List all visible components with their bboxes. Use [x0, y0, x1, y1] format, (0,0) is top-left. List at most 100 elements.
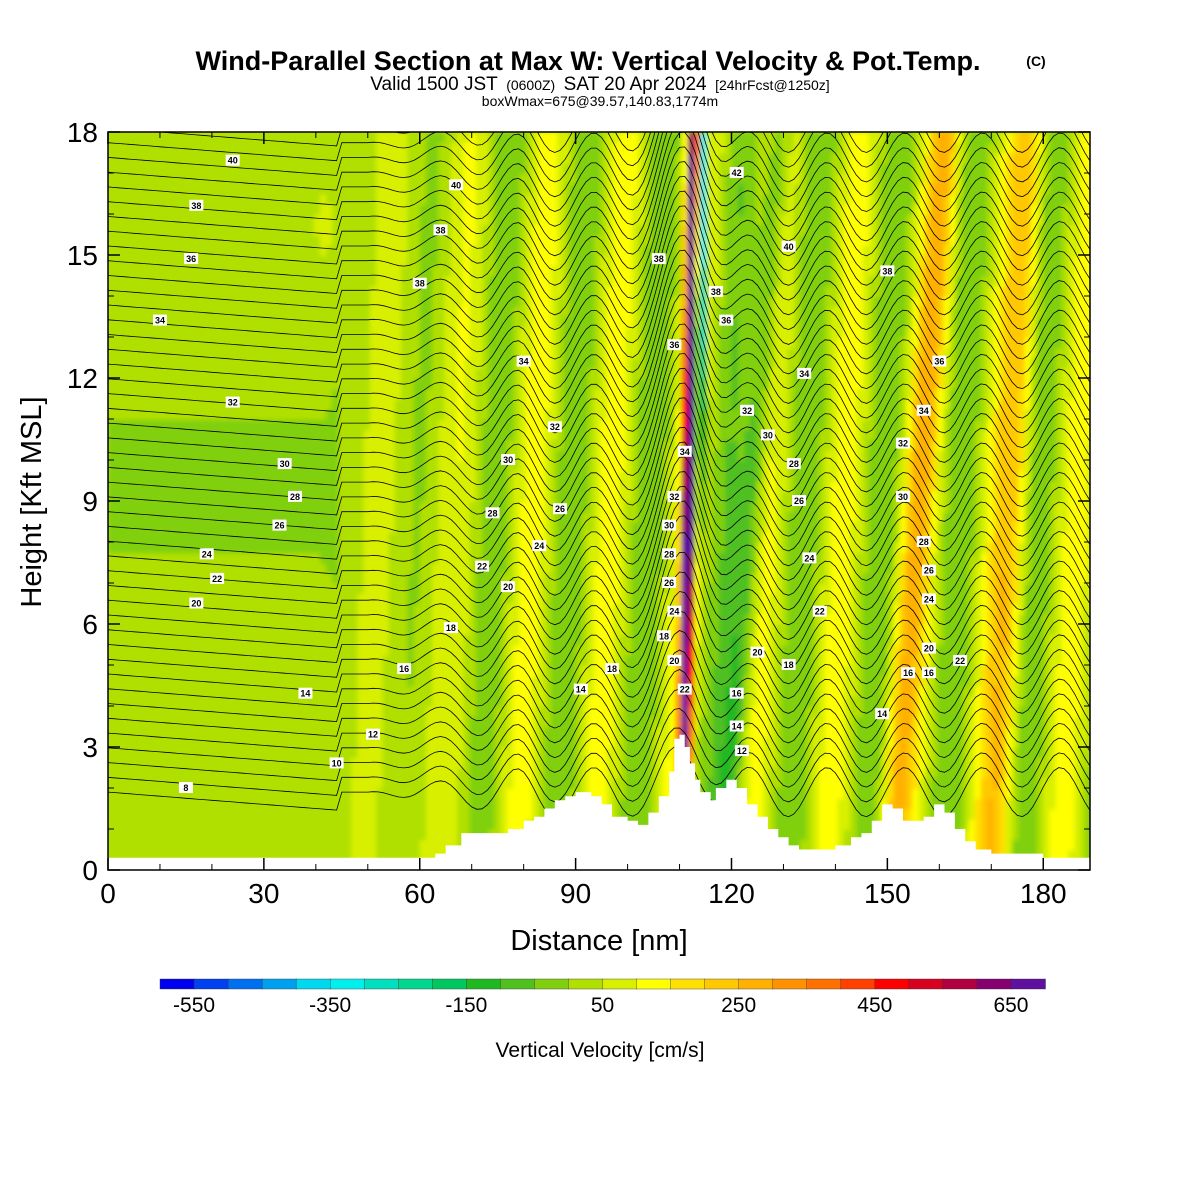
velocity-cell — [307, 388, 315, 400]
velocity-cell — [500, 808, 509, 820]
velocity-cell — [139, 829, 147, 841]
velocity-cell — [319, 460, 328, 472]
velocity-cell — [288, 460, 297, 472]
velocity-cell — [332, 644, 340, 656]
velocity-cell — [189, 726, 197, 738]
velocity-cell — [213, 706, 222, 718]
velocity-cell — [401, 521, 409, 533]
velocity-cell — [213, 552, 222, 564]
velocity-cell — [507, 347, 515, 359]
velocity-cell — [232, 214, 240, 226]
velocity-cell — [139, 326, 147, 338]
velocity-cell — [363, 244, 371, 256]
velocity-cell — [494, 408, 502, 420]
velocity-cell — [525, 306, 533, 318]
velocity-cell — [482, 152, 490, 164]
velocity-cell — [407, 460, 415, 472]
velocity-cell — [500, 367, 509, 379]
velocity-cell — [344, 183, 353, 195]
velocity-cell — [432, 501, 440, 513]
velocity-cell — [232, 490, 240, 502]
velocity-cell — [507, 306, 515, 318]
velocity-cell — [245, 234, 253, 246]
velocity-cell — [195, 234, 203, 246]
velocity-cell — [376, 808, 384, 820]
velocity-cell — [488, 275, 496, 287]
velocity-cell — [213, 726, 222, 738]
velocity-cell — [519, 306, 527, 318]
velocity-cell — [232, 531, 240, 543]
velocity-cell — [413, 480, 421, 492]
velocity-cell — [363, 706, 371, 718]
velocity-cell — [220, 706, 228, 718]
velocity-cell — [245, 142, 253, 154]
velocity-cell — [469, 347, 477, 359]
velocity-cell — [388, 470, 396, 482]
velocity-cell — [519, 552, 527, 564]
velocity-cell — [313, 644, 321, 656]
velocity-cell — [382, 367, 390, 379]
velocity-cell — [475, 326, 484, 338]
velocity-cell — [319, 757, 328, 769]
velocity-cell — [145, 808, 153, 820]
velocity-cell — [376, 419, 384, 431]
velocity-cell — [157, 326, 166, 338]
velocity-cell — [257, 449, 265, 461]
velocity-cell — [170, 326, 178, 338]
velocity-cell — [394, 542, 403, 554]
velocity-cell — [326, 562, 334, 574]
velocity-cell — [295, 347, 303, 359]
velocity-cell — [450, 685, 459, 697]
velocity-cell — [282, 562, 290, 574]
velocity-cell — [326, 767, 334, 779]
velocity-cell — [226, 665, 234, 677]
velocity-cell — [270, 337, 278, 349]
velocity-cell — [344, 726, 353, 738]
velocity-cell — [282, 552, 290, 564]
velocity-cell — [444, 203, 452, 215]
velocity-cell — [201, 706, 209, 718]
velocity-cell — [220, 142, 228, 154]
velocity-cell — [195, 429, 203, 441]
velocity-cell — [363, 265, 371, 277]
velocity-cell — [482, 531, 490, 543]
velocity-cell — [108, 572, 116, 584]
velocity-cell — [245, 685, 253, 697]
velocity-cell — [263, 808, 272, 820]
velocity-cell — [232, 552, 240, 564]
velocity-cell — [494, 501, 502, 513]
velocity-cell — [344, 777, 353, 789]
velocity-cell — [276, 275, 284, 287]
velocity-cell — [132, 706, 141, 718]
velocity-cell — [182, 716, 191, 728]
velocity-cell — [288, 788, 297, 800]
velocity-cell — [139, 193, 147, 205]
velocity-cell — [419, 470, 427, 482]
velocity-cell — [226, 490, 234, 502]
velocity-cell — [151, 726, 159, 738]
velocity-cell — [157, 337, 166, 349]
velocity-cell — [282, 214, 290, 226]
velocity-cell — [270, 788, 278, 800]
velocity-cell — [182, 767, 191, 779]
velocity-cell — [344, 839, 353, 851]
velocity-cell — [232, 757, 240, 769]
velocity-cell — [263, 644, 272, 656]
velocity-cell — [226, 337, 234, 349]
velocity-cell — [282, 685, 290, 697]
velocity-cell — [432, 132, 440, 144]
velocity-cell — [388, 173, 396, 185]
velocity-cell — [407, 285, 415, 297]
velocity-cell — [363, 685, 371, 697]
velocity-cell — [344, 521, 353, 533]
velocity-cell — [207, 275, 215, 287]
velocity-cell — [531, 736, 540, 748]
velocity-cell — [213, 367, 222, 379]
velocity-cell — [531, 244, 540, 256]
velocity-cell — [482, 234, 490, 246]
velocity-cell — [369, 747, 378, 759]
velocity-cell — [176, 839, 184, 851]
velocity-cell — [301, 306, 309, 318]
velocity-cell — [376, 183, 384, 195]
velocity-cell — [151, 583, 159, 595]
